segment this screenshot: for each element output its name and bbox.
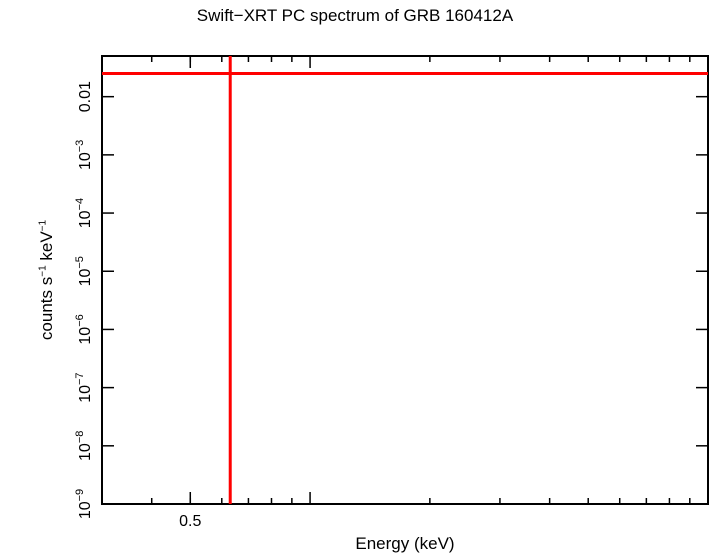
x-axis: 0.5 bbox=[101, 56, 709, 530]
y-tick-label: 0.01 bbox=[77, 81, 94, 112]
chart-title: Swift−XRT PC spectrum of GRB 160412A bbox=[196, 6, 514, 25]
y-tick-label: 10−3 bbox=[74, 140, 94, 170]
x-axis-label: Energy (keV) bbox=[355, 534, 455, 553]
data-series bbox=[102, 56, 708, 504]
y-axis: 10−9 10−8 10−7 10−6 10−5 10−4 10−3 0.01 bbox=[74, 81, 708, 519]
y-tick-label: 10−4 bbox=[74, 198, 94, 228]
y-axis-label: counts s−1 keV−1 bbox=[37, 219, 56, 341]
x-tick-label: 0.5 bbox=[179, 513, 201, 530]
y-tick-label: 10−6 bbox=[74, 314, 94, 344]
plot-frame bbox=[101, 55, 709, 505]
y-tick-label: 10−9 bbox=[74, 489, 94, 519]
y-tick-label: 10−5 bbox=[74, 256, 94, 286]
y-tick-label: 10−7 bbox=[74, 372, 94, 402]
y-tick-label: 10−8 bbox=[74, 431, 94, 461]
